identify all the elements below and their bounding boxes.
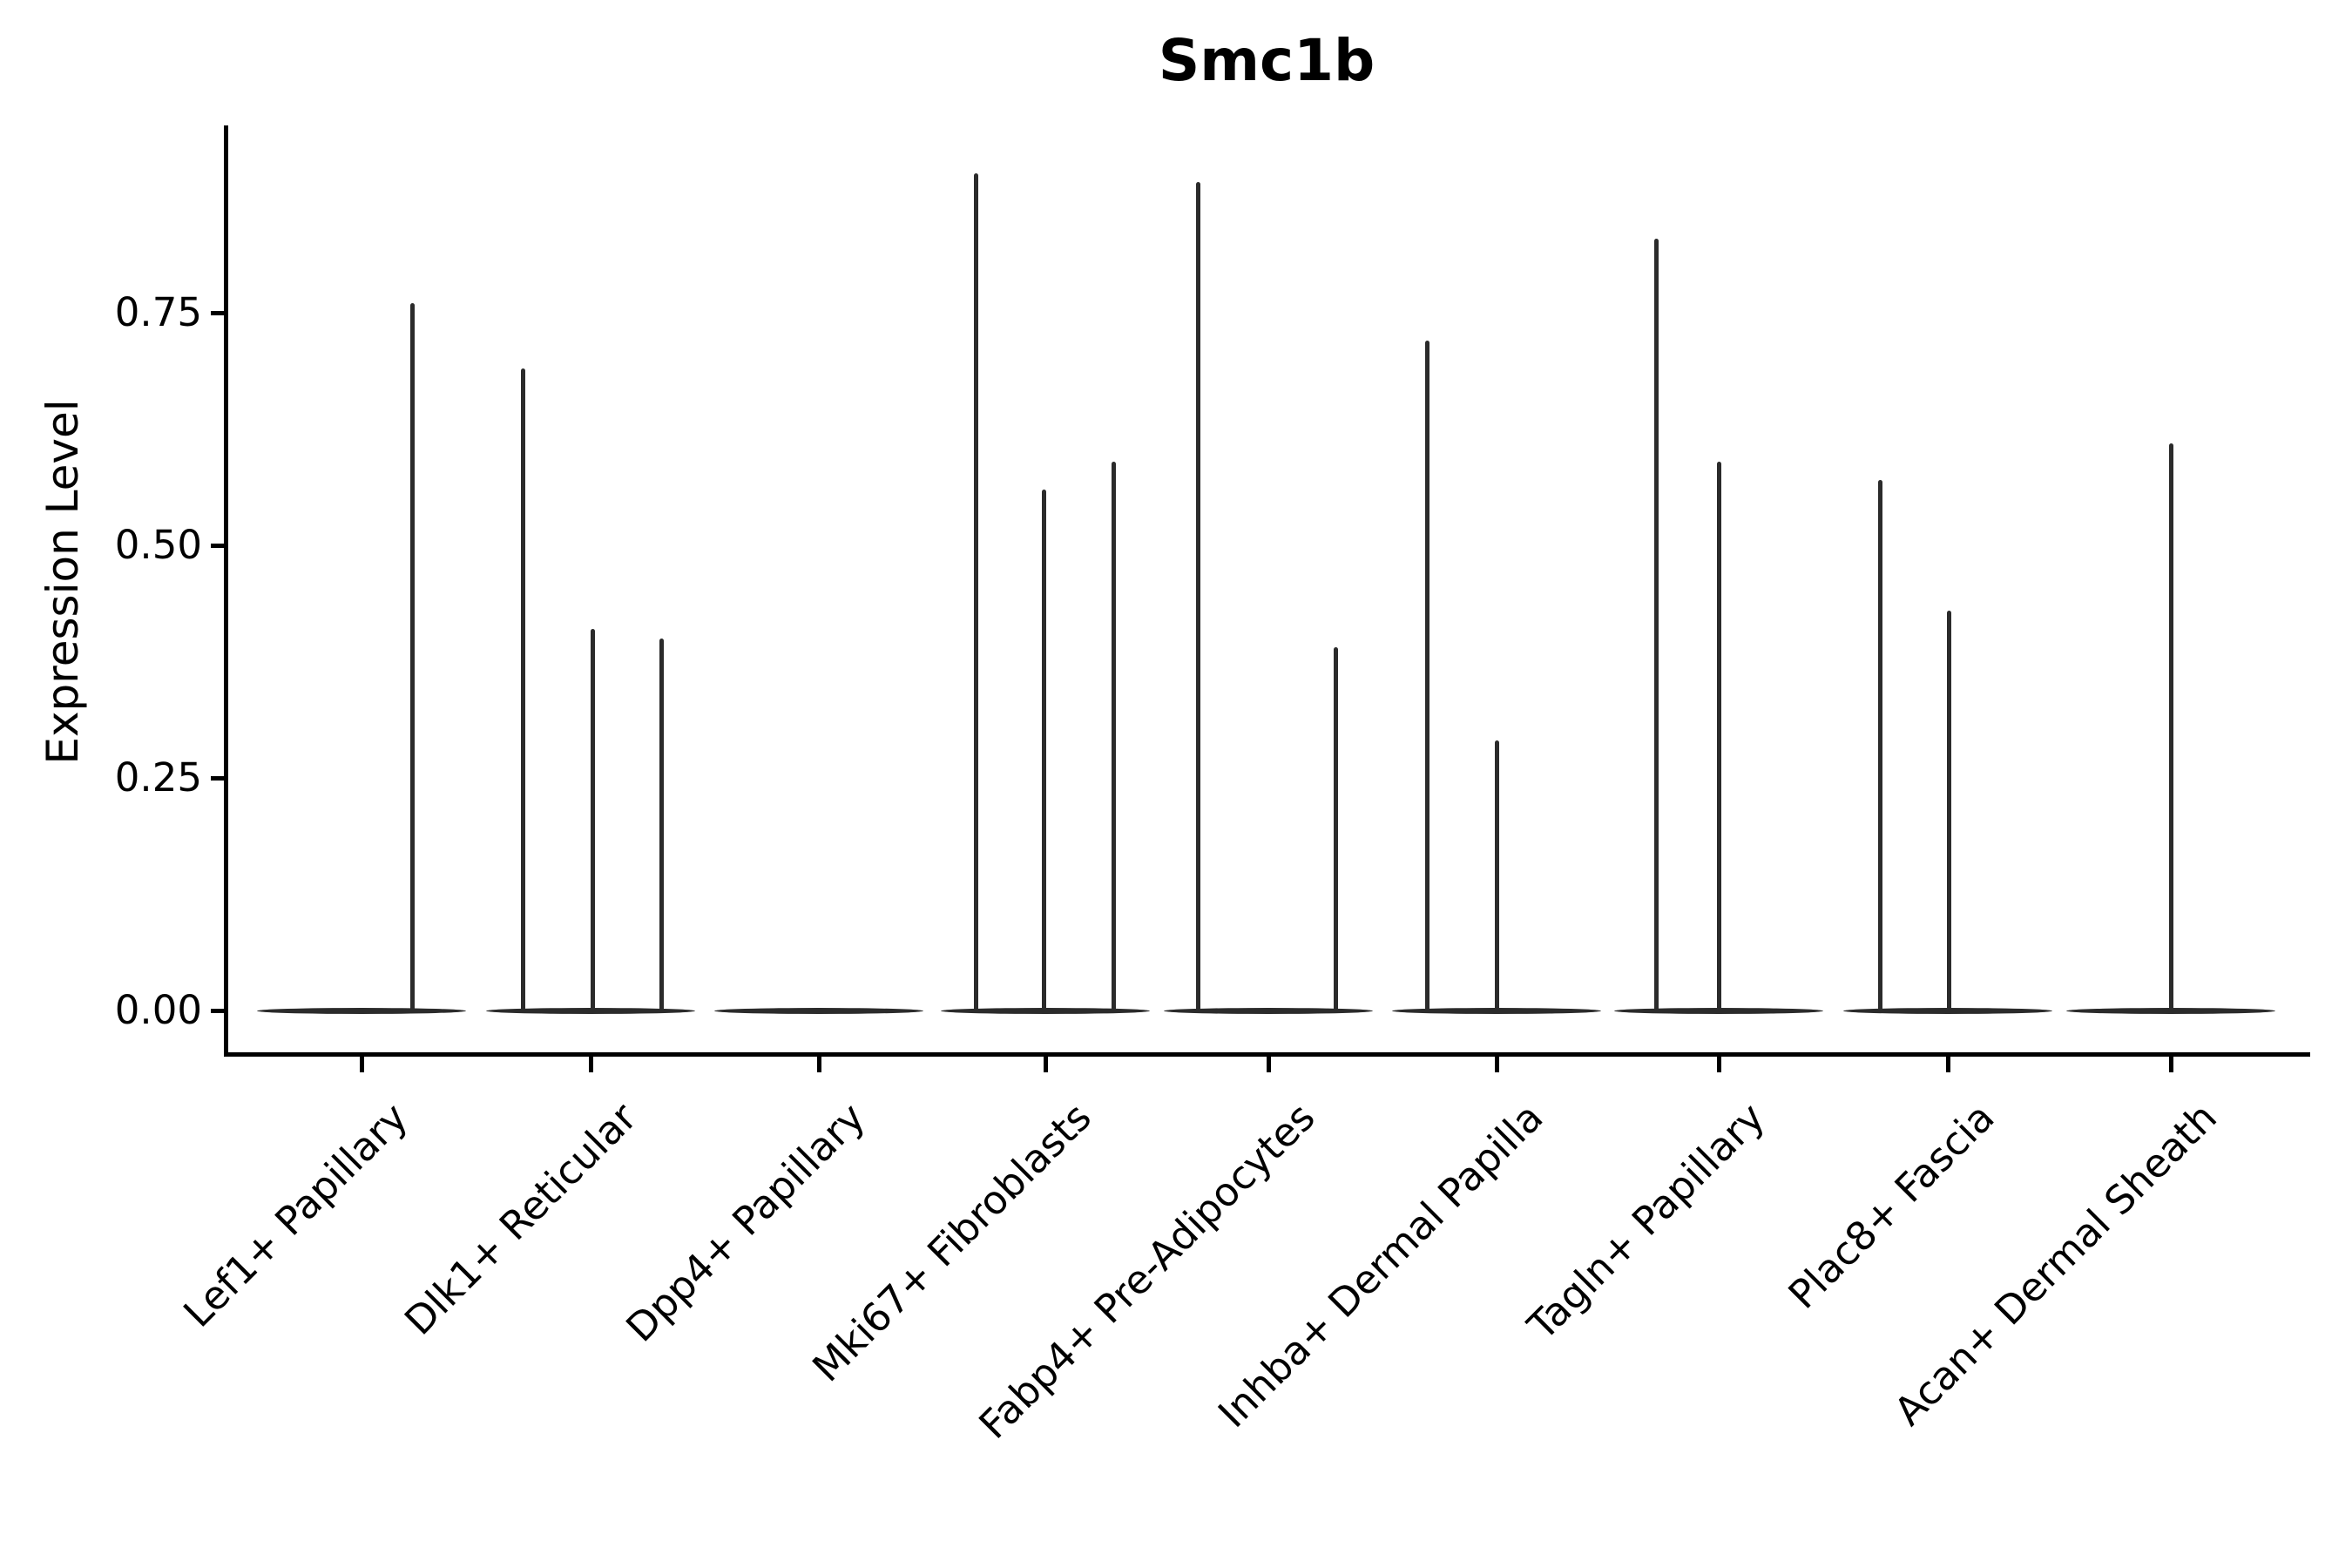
x-axis-spine [224, 1052, 2310, 1057]
x-tick-mark [816, 1057, 821, 1072]
violin-spike [973, 172, 978, 1010]
x-tick-mark [588, 1057, 593, 1072]
violin-spike [1041, 489, 1046, 1010]
y-tick-label: 0.75 [114, 289, 202, 335]
y-tick-mark [211, 775, 224, 781]
chart-title: Smc1b [1158, 27, 1375, 94]
violin-baseline [1164, 1007, 1373, 1014]
x-tick-label: Plac8+ Fascia [1779, 1093, 2004, 1318]
x-tick-mark [1716, 1057, 1721, 1072]
violin-spike [1494, 740, 1499, 1010]
violin-baseline [257, 1007, 466, 1014]
y-tick-label: 0.00 [114, 987, 202, 1033]
y-tick-mark [211, 1008, 224, 1013]
x-tick-label: Tagln+ Papillary [1518, 1093, 1774, 1349]
violin-baseline [941, 1007, 1150, 1014]
x-tick-mark [1043, 1057, 1048, 1072]
violin-spike [1877, 480, 1882, 1010]
y-tick-mark [211, 543, 224, 548]
x-tick-label: Dlk1+ Reticular [395, 1093, 646, 1344]
violin-baseline [1614, 1007, 1823, 1014]
y-tick-label: 0.50 [114, 522, 202, 568]
violin-spike [1195, 182, 1200, 1010]
violin-spike [2168, 443, 2173, 1010]
x-tick-mark [2168, 1057, 2173, 1072]
violin-spike [1653, 238, 1659, 1010]
y-tick-label: 0.25 [114, 754, 202, 801]
violin-spike [1333, 647, 1338, 1010]
violin-baseline [2066, 1007, 2275, 1014]
violin-spike [409, 303, 415, 1010]
violin-baseline [714, 1007, 923, 1014]
violin-spike [1424, 341, 1429, 1010]
violin-spike [590, 629, 595, 1010]
x-tick-mark [1494, 1057, 1499, 1072]
y-axis-label: Expression Level [37, 399, 88, 765]
violin-spike [1946, 610, 1951, 1010]
x-tick-label: Dpp4+ Papillary [617, 1093, 875, 1351]
violin-spike [520, 368, 525, 1010]
violin-spike [1111, 461, 1116, 1010]
violin-baseline [486, 1007, 695, 1014]
x-tick-label: Lef1+ Papillary [174, 1093, 417, 1336]
x-tick-mark [1266, 1057, 1271, 1072]
y-axis-spine [224, 125, 228, 1057]
y-tick-mark [211, 310, 224, 315]
violin-spike [1716, 461, 1721, 1010]
x-tick-mark [359, 1057, 364, 1072]
violin-baseline [1843, 1007, 2052, 1014]
violin-baseline [1392, 1007, 1601, 1014]
violin-spike [659, 638, 664, 1010]
x-tick-mark [1945, 1057, 1950, 1072]
